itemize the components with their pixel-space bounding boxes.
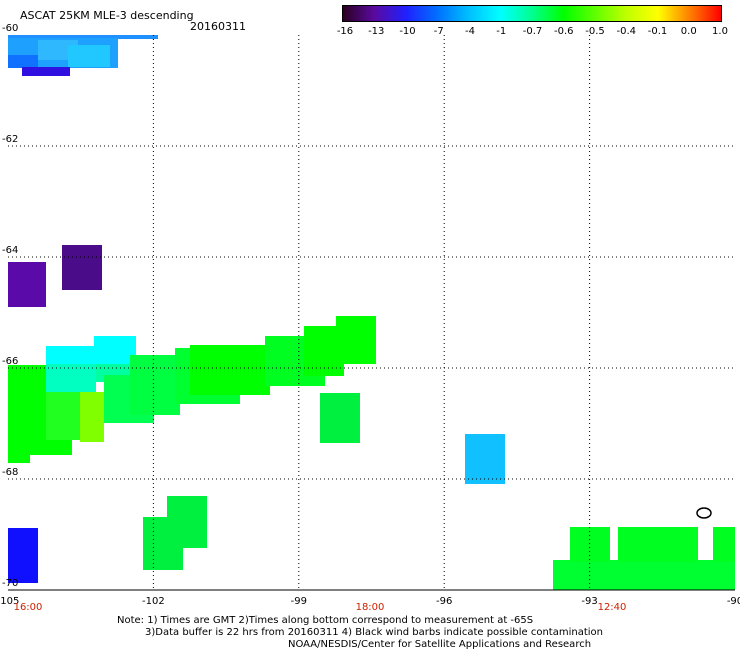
colorbar-label: -7 <box>433 26 444 37</box>
map-date: 20160311 <box>190 20 246 33</box>
lon-tick-label: -99 <box>291 596 307 607</box>
time-label: 12:40 <box>598 602 627 613</box>
colorbar-label: 0.0 <box>680 26 697 37</box>
colorbar-label: 1.0 <box>712 26 728 37</box>
swath-cell <box>190 345 270 395</box>
lon-tick-label: -105 <box>0 596 19 607</box>
swath-cell <box>465 434 505 484</box>
swath-cell <box>320 393 360 443</box>
note-line-2: 3)Data buffer is 22 hrs from 20160311 4)… <box>145 627 603 638</box>
swath-cell <box>80 392 104 442</box>
lat-tick-label: -68 <box>2 467 18 478</box>
lat-tick-label: -66 <box>2 356 18 367</box>
colorbar-label: -0.6 <box>553 26 574 37</box>
colorbar-label: -0.1 <box>647 26 668 37</box>
swath-cell <box>8 450 30 463</box>
colorbar-label: -13 <box>368 26 385 37</box>
swath-cell <box>62 245 102 290</box>
grid-lines <box>8 35 735 591</box>
lat-tick-label: -70 <box>2 578 18 589</box>
swath-cell <box>143 517 183 570</box>
swath-cell <box>553 560 735 590</box>
swath-cell <box>336 316 376 364</box>
wind-swaths <box>8 35 735 590</box>
swath-cell <box>94 336 136 366</box>
wind-barb-marker <box>696 507 712 519</box>
swath-cell <box>46 364 96 394</box>
lon-tick-label: -102 <box>142 596 165 607</box>
swath-cell <box>713 527 735 562</box>
note-line-1: Note: 1) Times are GMT 2)Times along bot… <box>117 615 534 626</box>
lat-tick-label: -62 <box>2 134 18 145</box>
swath-cell <box>130 355 180 415</box>
lat-tick-label: -60 <box>2 23 18 34</box>
axis-ticks: -105 -102 -99 -96 -93 -90 -60 -62 -64 -66 -68 -70 16… <box>0 23 740 613</box>
colorbar-label: -0.7 <box>522 26 543 37</box>
swath-cell <box>570 527 610 562</box>
lat-tick-label: -64 <box>2 245 18 256</box>
map-title: ASCAT 25KM MLE-3 descending <box>20 9 194 22</box>
swath-cell <box>618 527 698 562</box>
time-label: 18:00 <box>356 602 385 613</box>
swath-cell <box>8 528 38 583</box>
colorbar-label: -1 <box>496 26 507 37</box>
lon-tick-label: -93 <box>581 596 597 607</box>
colorbar-label: -0.4 <box>616 26 637 37</box>
swath-cell <box>8 262 46 307</box>
colorbar <box>342 5 722 22</box>
colorbar-label: -16 <box>336 26 354 37</box>
swath-cell <box>8 35 158 39</box>
swath-cell <box>22 67 70 76</box>
colorbar-label: -10 <box>399 26 416 37</box>
lon-tick-label: -90 <box>727 596 740 607</box>
lon-tick-label: -96 <box>436 596 452 607</box>
time-label: 16:00 <box>14 602 43 613</box>
colorbar-label: -4 <box>465 26 475 37</box>
colorbar-label: -0.5 <box>585 26 605 37</box>
note-line-3: NOAA/NESDIS/Center for Satellite Applica… <box>288 639 592 650</box>
swath-cell <box>8 55 38 68</box>
swath-cell <box>68 45 110 67</box>
